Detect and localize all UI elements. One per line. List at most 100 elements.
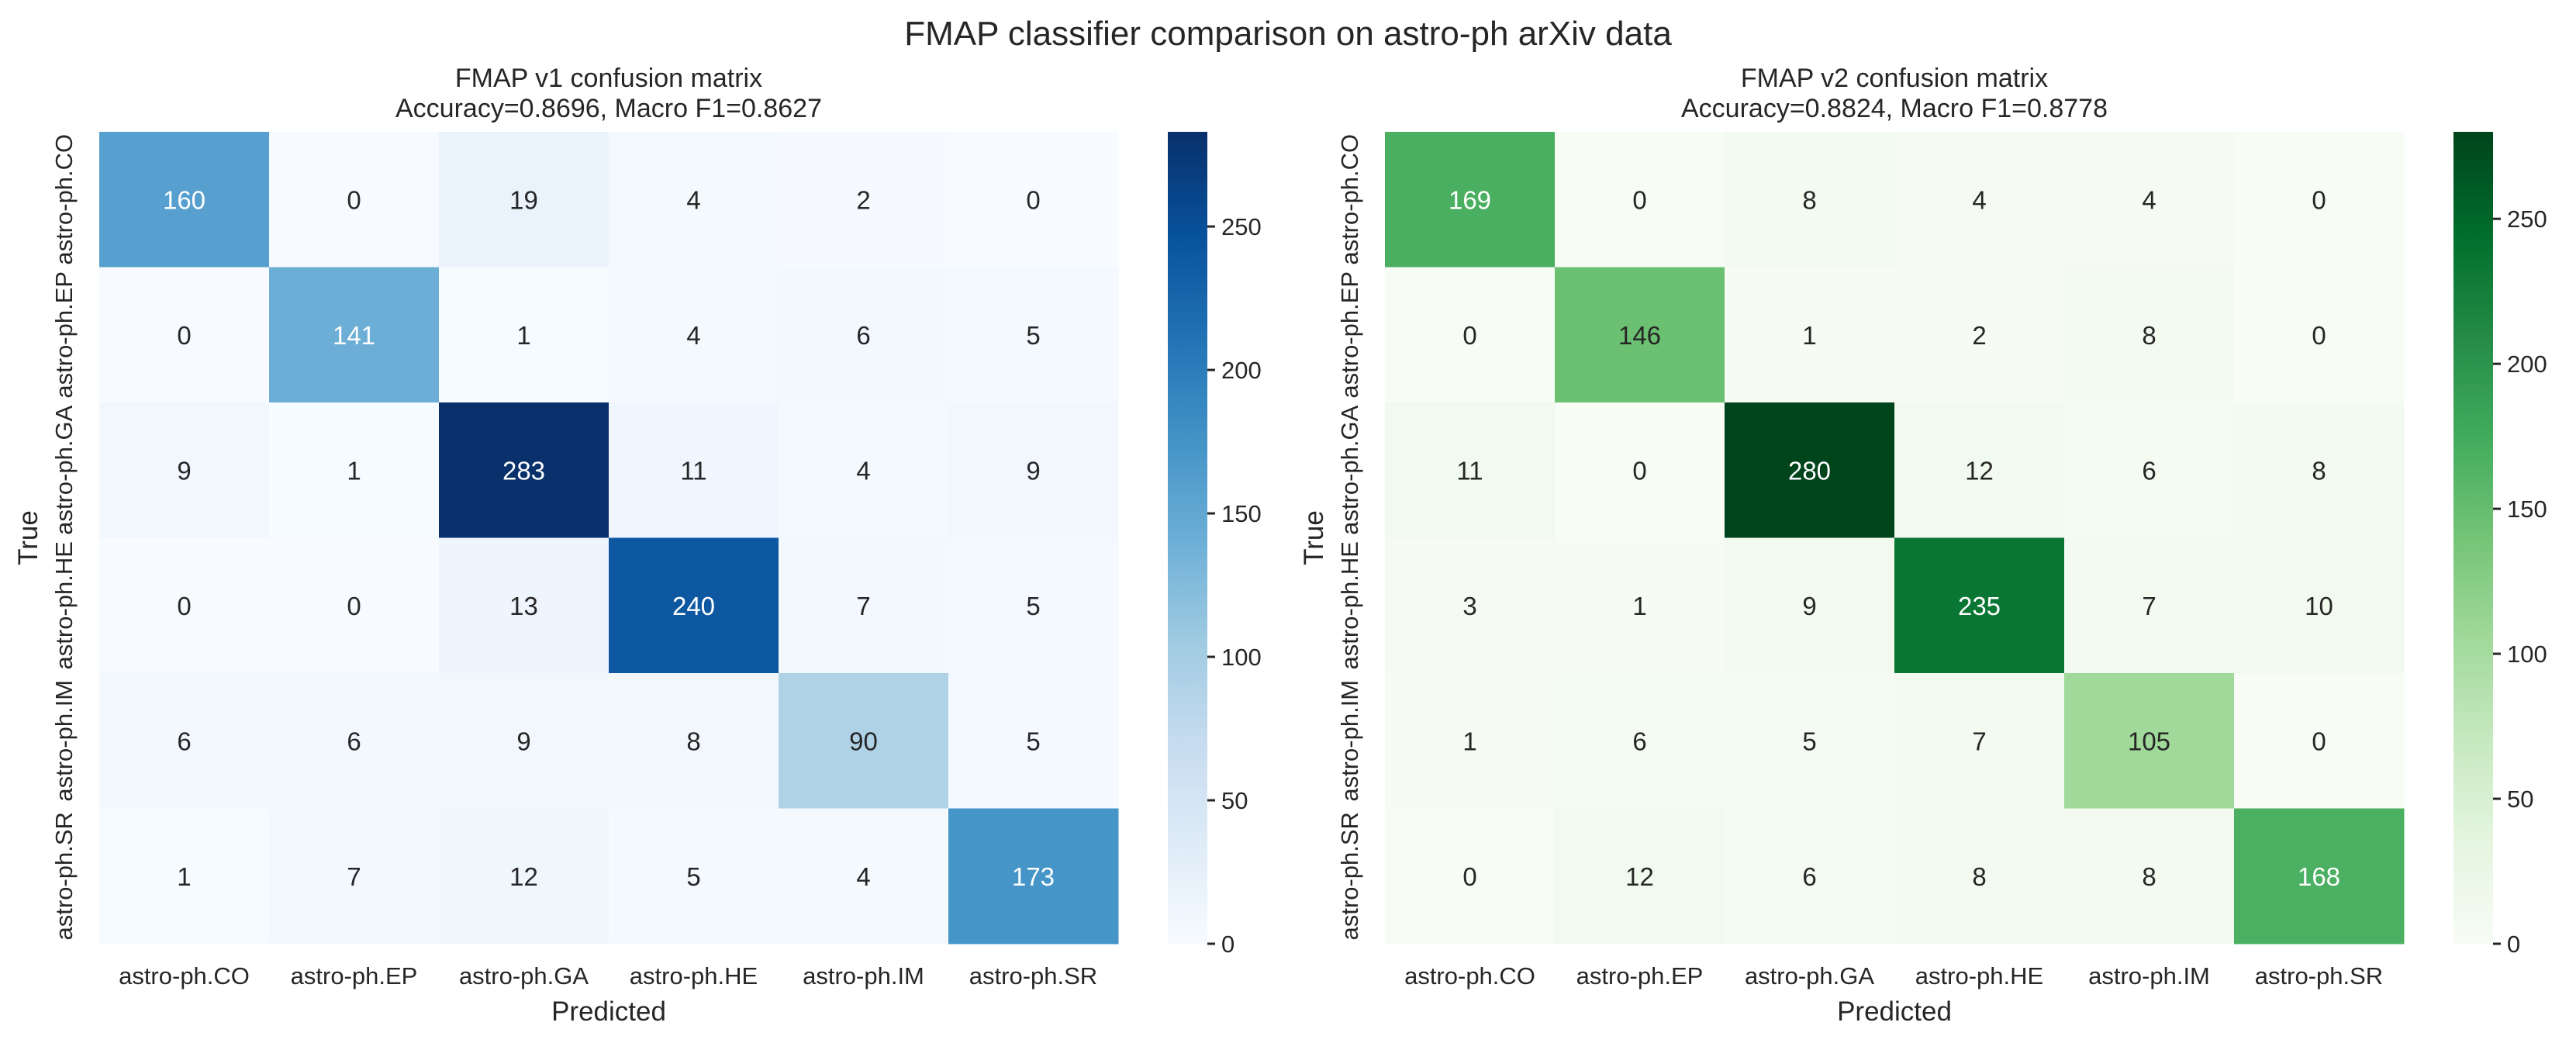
- heatmap-cell: [1725, 267, 1895, 403]
- cell-value-label: 3: [1462, 592, 1476, 620]
- heatmap-cell: [2064, 808, 2235, 945]
- heatmap-cell: [439, 537, 609, 674]
- heatmap-cell: [609, 402, 779, 538]
- heatmap-cell: [1555, 132, 1725, 268]
- heatmap-cell: [269, 402, 440, 538]
- cell-value-label: 0: [1462, 321, 1476, 350]
- heatmap-cell: [2234, 267, 2405, 403]
- cell-value-label: 4: [1972, 185, 1986, 214]
- cell-value-label: 9: [177, 456, 191, 485]
- x-tick-label: astro-ph.HE: [630, 962, 758, 989]
- heatmap-cell: [99, 537, 270, 674]
- heatmap-cell: [948, 132, 1119, 268]
- cell-value-label: 146: [1618, 321, 1661, 350]
- cell-value-label: 8: [686, 727, 700, 755]
- x-tick-label: astro-ph.GA: [1745, 962, 1874, 989]
- heatmap-cell: [269, 267, 440, 403]
- cell-value-label: 6: [347, 727, 361, 755]
- cell-value-label: 1: [1802, 321, 1816, 350]
- cell-value-label: 5: [1026, 321, 1040, 350]
- heatmap-cell: [1894, 808, 2065, 945]
- x-tick-label: astro-ph.HE: [1915, 962, 2043, 989]
- cell-value-label: 0: [2312, 185, 2326, 214]
- colorbar-tick-label: 250: [2507, 205, 2547, 233]
- y-tick-label: astro-ph.IM: [1336, 680, 1363, 802]
- heatmap-cell: [1725, 132, 1895, 268]
- heatmap-cell: [2234, 537, 2405, 674]
- heatmap-cell: [1385, 673, 1556, 809]
- x-tick-label: astro-ph.CO: [119, 962, 250, 989]
- heatmap-cell: [948, 808, 1119, 945]
- cell-value-label: 6: [856, 321, 870, 350]
- cell-value-label: 1: [347, 456, 361, 485]
- cell-value-label: 0: [347, 592, 361, 620]
- heatmap-cell: [779, 402, 949, 538]
- cell-value-label: 13: [509, 592, 538, 620]
- y-tick-label: astro-ph.CO: [1336, 134, 1363, 265]
- heatmap-cell: [1385, 537, 1556, 674]
- cell-value-label: 0: [1632, 456, 1646, 485]
- x-tick-label: astro-ph.EP: [1576, 962, 1704, 989]
- y-tick-label: astro-ph.EP: [1336, 271, 1363, 399]
- cell-value-label: 2: [856, 185, 870, 214]
- heatmap-cell: [1725, 808, 1895, 945]
- heatmap-cell: [99, 267, 270, 403]
- cell-value-label: 283: [502, 456, 545, 485]
- cell-value-label: 168: [2298, 862, 2340, 891]
- cell-value-label: 0: [177, 592, 191, 620]
- colorbar-tick-label: 150: [2507, 496, 2547, 523]
- cell-value-label: 7: [856, 592, 870, 620]
- heatmap-cell: [99, 808, 270, 945]
- colorbar-tick-label: 0: [1221, 931, 1234, 958]
- y-tick-label: astro-ph.GA: [50, 405, 78, 534]
- heatmap-cell: [2234, 808, 2405, 945]
- y-tick-label: astro-ph.CO: [50, 134, 78, 265]
- cell-value-label: 5: [1026, 727, 1040, 755]
- heatmap-cell: [609, 537, 779, 674]
- x-tick-label: astro-ph.GA: [459, 962, 589, 989]
- cell-value-label: 4: [686, 321, 700, 350]
- heatmap-cell: [1385, 267, 1556, 403]
- heatmap-cell: [1725, 673, 1895, 809]
- heatmap-cell: [269, 808, 440, 945]
- cell-value-label: 1: [177, 862, 191, 891]
- heatmap-panel-2: FMAP v2 confusion matrixAccuracy=0.8824,…: [1299, 64, 2547, 1027]
- cell-value-label: 173: [1012, 862, 1055, 891]
- cell-value-label: 8: [2312, 456, 2326, 485]
- heatmap-cell: [2234, 673, 2405, 809]
- panel-subtitle: Accuracy=0.8824, Macro F1=0.8778: [1681, 94, 2108, 123]
- cell-value-label: 141: [333, 321, 375, 350]
- heatmap-cell: [1385, 132, 1556, 268]
- colorbar-tick-label: 0: [2507, 931, 2520, 958]
- cell-value-label: 4: [856, 862, 870, 891]
- x-axis-label: Predicted: [1837, 996, 1952, 1027]
- cell-value-label: 5: [686, 862, 700, 891]
- cell-value-label: 6: [2142, 456, 2156, 485]
- heatmap-cell: [948, 537, 1119, 674]
- heatmap-cell: [1555, 402, 1725, 538]
- y-axis-label: True: [1299, 510, 1329, 565]
- y-tick-label: astro-ph.GA: [1336, 405, 1363, 534]
- heatmap-cell: [1894, 402, 2065, 538]
- colorbar-tick-label: 100: [2507, 641, 2547, 668]
- heatmap-cell: [1725, 402, 1895, 538]
- x-tick-label: astro-ph.SR: [969, 962, 1097, 989]
- cell-value-label: 1: [1632, 592, 1646, 620]
- heatmap-cell: [1385, 402, 1556, 538]
- heatmap-cell: [269, 537, 440, 674]
- cell-value-label: 0: [2312, 727, 2326, 755]
- heatmap-cell: [948, 402, 1119, 538]
- cell-value-label: 6: [177, 727, 191, 755]
- heatmap-cell: [1894, 673, 2065, 809]
- colorbar-tick-label: 200: [2507, 351, 2547, 378]
- cell-value-label: 235: [1958, 592, 2001, 620]
- heatmap-cell: [99, 673, 270, 809]
- heatmap-panel-1: FMAP v1 confusion matrixAccuracy=0.8696,…: [13, 64, 1262, 1027]
- heatmap-cell: [609, 267, 779, 403]
- heatmap-cell: [2064, 267, 2235, 403]
- cell-value-label: 11: [680, 456, 706, 485]
- cell-value-label: 9: [1802, 592, 1816, 620]
- cell-value-label: 160: [163, 185, 205, 214]
- cell-value-label: 0: [1462, 862, 1476, 891]
